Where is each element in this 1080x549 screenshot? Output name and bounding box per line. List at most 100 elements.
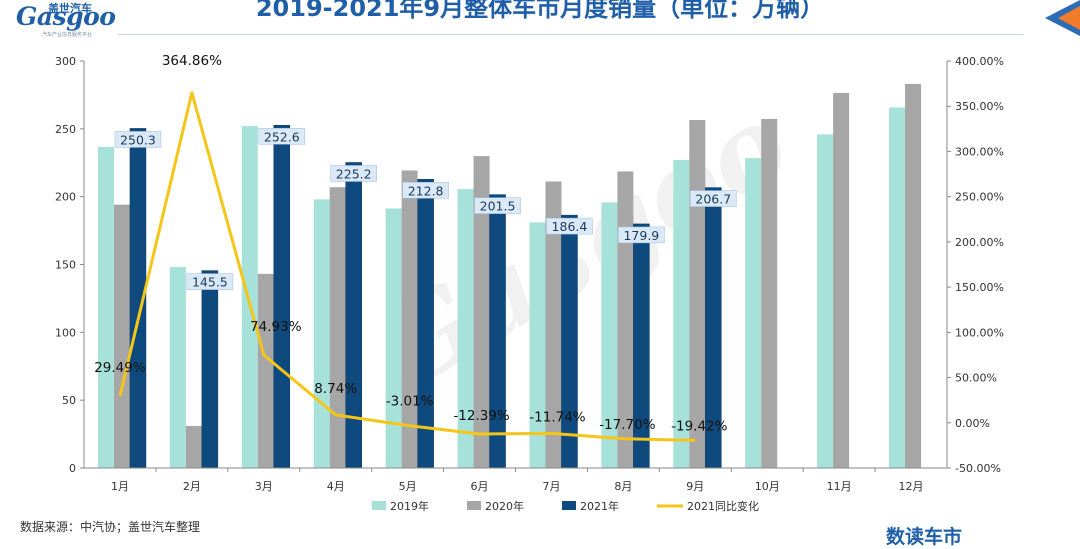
logo-slogan: 汽车产业信息服务平台 xyxy=(42,32,93,38)
bar-2020年-6月 xyxy=(473,156,490,468)
logo-wordmark: Gasgoo xyxy=(16,2,116,31)
bar-value-label: 145.5 xyxy=(192,275,228,290)
bar-2021年-2月 xyxy=(201,270,219,469)
bar-2019年-1月 xyxy=(97,146,114,468)
yoy-value-label: 8.74% xyxy=(314,381,357,397)
bar-value-label: 252.6 xyxy=(264,129,300,144)
legend-label: 2019年 xyxy=(390,499,429,513)
legend-swatch xyxy=(467,501,481,510)
x-tick-label: 7月 xyxy=(542,480,560,493)
x-tick-label: 1月 xyxy=(111,480,129,493)
legend-label: 2021年 xyxy=(580,499,619,513)
bar-2019年-3月 xyxy=(241,126,258,469)
bar-2019年-10月 xyxy=(745,158,762,468)
legend-label: 2021同比变化 xyxy=(687,499,759,513)
bar-2020年-1月 xyxy=(113,204,130,468)
left-tick-label: 50 xyxy=(62,394,76,407)
left-tick-label: 250 xyxy=(55,123,76,136)
legend-swatch xyxy=(562,501,576,510)
bar-value-label: 186.4 xyxy=(552,219,588,234)
bar-2020年-8月 xyxy=(617,171,634,468)
bar-label-box xyxy=(258,128,306,145)
bar-2021年-5月 xyxy=(417,179,434,469)
yoy-value-label: -19.42% xyxy=(671,418,728,434)
x-tick-label: 11月 xyxy=(827,480,852,493)
brand-footer-text: 数读车市 xyxy=(886,526,963,548)
left-tick-label: 200 xyxy=(55,191,76,204)
bar-value-label: 179.9 xyxy=(623,228,659,243)
right-tick-label: 300.00% xyxy=(955,145,1004,158)
bar-label-box xyxy=(474,197,521,214)
x-tick-label: 5月 xyxy=(399,480,417,493)
x-tick-label: 9月 xyxy=(686,480,704,493)
data-source-note: 数据来源：中汽协；盖世汽车整理 xyxy=(20,520,201,534)
bar-value-label: 225.2 xyxy=(336,166,372,181)
bar-2020年-3月 xyxy=(257,273,274,468)
bar-2019年-4月 xyxy=(313,199,330,468)
bar-2020年-11月 xyxy=(833,92,850,469)
left-tick-label: 150 xyxy=(55,259,76,272)
x-tick-label: 4月 xyxy=(327,480,345,493)
bar-2019年-11月 xyxy=(817,134,834,468)
yoy-value-label: 29.49% xyxy=(94,360,146,376)
bar-2020年-9月 xyxy=(689,120,706,468)
x-tick-label: 2月 xyxy=(183,480,201,493)
bar-2020年-10月 xyxy=(761,118,778,469)
bar-2021年-4月 xyxy=(345,162,362,469)
yoy-value-label: -12.39% xyxy=(453,408,510,424)
bar-2020年-2月 xyxy=(185,425,202,468)
bar-label-box xyxy=(114,131,162,148)
bar-2019年-8月 xyxy=(601,202,618,468)
yoy-value-label: -11.74% xyxy=(529,409,586,425)
bar-2020年-7月 xyxy=(545,181,562,469)
bar-label-box xyxy=(546,217,593,235)
x-tick-label: 12月 xyxy=(899,480,924,493)
bar-2019年-9月 xyxy=(673,159,690,468)
bar-label-box xyxy=(618,226,665,244)
bar-2019年-5月 xyxy=(385,208,402,468)
bar-value-label: 201.5 xyxy=(480,199,516,214)
right-tick-label: 400.00% xyxy=(955,55,1004,68)
bar-value-label: 250.3 xyxy=(120,132,156,147)
bar-label-box xyxy=(402,182,449,199)
right-tick-label: 150.00% xyxy=(955,281,1004,294)
right-tick-label: 0.00% xyxy=(955,417,990,430)
bar-label-box xyxy=(330,165,377,182)
bar-2019年-2月 xyxy=(169,267,186,468)
bar-2020年-12月 xyxy=(905,83,922,468)
left-tick-label: 300 xyxy=(55,55,76,68)
yoy-value-label: -17.70% xyxy=(599,417,656,433)
bar-2020年-4月 xyxy=(329,187,346,469)
left-tick-label: 0 xyxy=(69,462,76,475)
x-tick-label: 3月 xyxy=(255,480,273,493)
bar-2021年-3月 xyxy=(273,125,291,469)
bar-2021年-6月 xyxy=(489,194,506,469)
bar-value-label: 212.8 xyxy=(408,183,444,198)
legend-swatch xyxy=(372,501,386,510)
bar-label-box xyxy=(690,190,737,207)
right-tick-label: 50.00% xyxy=(955,372,997,385)
bar-2019年-12月 xyxy=(889,107,906,469)
x-tick-label: 8月 xyxy=(614,480,632,493)
yoy-value-label: 364.86% xyxy=(162,53,222,69)
yoy-value-label: -3.01% xyxy=(386,394,434,410)
bar-value-label: 206.7 xyxy=(695,192,731,207)
right-tick-label: 350.00% xyxy=(955,100,1004,113)
x-tick-label: 6月 xyxy=(471,480,489,493)
bar-2019年-7月 xyxy=(529,222,546,468)
right-tick-label: 250.00% xyxy=(955,191,1004,204)
title-divider xyxy=(118,34,1023,35)
legend-label: 2020年 xyxy=(485,499,524,513)
gasgoo-logo: 盖世汽车 Gasgoo 汽车产业信息服务平台 xyxy=(8,0,128,40)
page-title: 2019-2021年9月整体车市月度销量（单位：万辆） xyxy=(255,0,825,22)
logo-chinese-text: 盖世汽车 xyxy=(48,2,92,15)
yoy-value-label: 74.93% xyxy=(250,319,302,335)
left-tick-label: 100 xyxy=(55,326,76,339)
bar-2021年-7月 xyxy=(561,214,578,469)
bar-label-box xyxy=(186,273,234,290)
corner-arrow-icon xyxy=(1045,0,1080,36)
yoy-change-line xyxy=(118,91,696,442)
x-tick-label: 10月 xyxy=(755,480,780,493)
right-tick-label: 100.00% xyxy=(955,326,1004,339)
